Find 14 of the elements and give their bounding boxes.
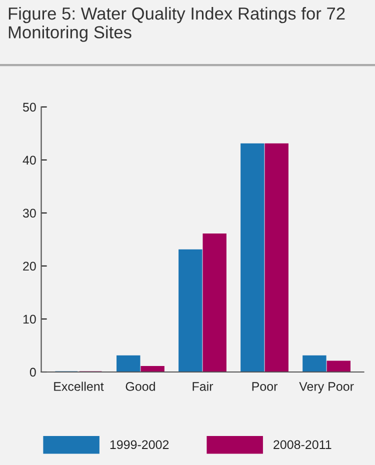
chart-title: Figure 5: Water Quality Index Ratings for 72 Monitoring Sites [8, 6, 345, 42]
y-tick-label: 10 [23, 314, 36, 324]
x-tick-label: Fair [192, 382, 214, 391]
x-tick-label: Very Poor [299, 382, 354, 394]
y-tick-label: 30 [22, 208, 36, 218]
y-tick-label: 0 [30, 368, 36, 377]
y-tick-label: 20 [23, 262, 36, 271]
x-tick-label: Excellent [54, 382, 104, 391]
legend-label: 2008-2011 [274, 440, 332, 450]
x-tick-label: Good [126, 382, 155, 391]
x-tick-label: Poor [252, 382, 278, 391]
y-tick-label: 40 [22, 156, 36, 165]
y-tick-label: 50 [22, 102, 36, 112]
legend-label: 1999-2002 [110, 440, 169, 450]
